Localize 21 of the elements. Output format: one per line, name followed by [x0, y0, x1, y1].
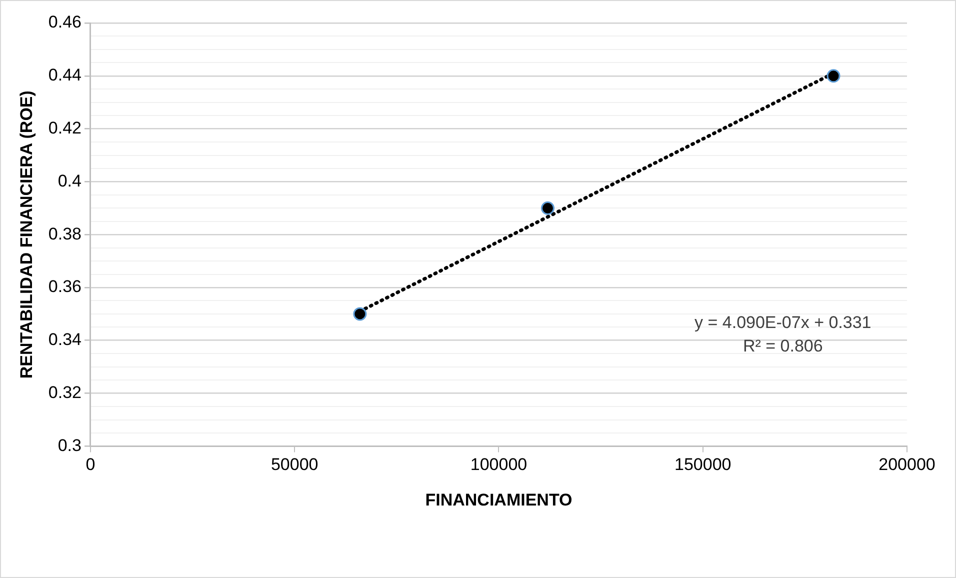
y-tick-label: 0.36: [48, 277, 82, 296]
point: [353, 307, 367, 321]
x-axis-title: FINANCIAMIENTO: [425, 490, 572, 510]
y-tick-label: 0.38: [48, 224, 82, 244]
y-tick-label: 0.34: [48, 330, 82, 350]
x-tick-label: 150000: [674, 455, 732, 474]
x-tick-label: 100000: [470, 455, 528, 474]
annotation: R² = 0.806: [742, 336, 823, 356]
annotation: y = 4.090E-07x + 0.331: [694, 313, 872, 332]
x-tick-label: 50000: [270, 455, 318, 474]
y-axis-title: RENTABILIDAD FINANCIERA (ROE): [16, 90, 36, 379]
x-tick-label: 0: [86, 455, 96, 474]
y-tick-label: 0.3: [58, 436, 82, 455]
point: [826, 69, 840, 83]
x-tick-label: 200000: [878, 455, 936, 474]
y-tick-label: 0.44: [48, 66, 82, 85]
y-tick-label: 0.4: [58, 171, 82, 190]
y-tick-label: 0.42: [48, 118, 82, 138]
y-tick-label: 0.32: [48, 382, 82, 402]
y-tick-label: 0.46: [48, 12, 82, 32]
point: [540, 201, 554, 215]
